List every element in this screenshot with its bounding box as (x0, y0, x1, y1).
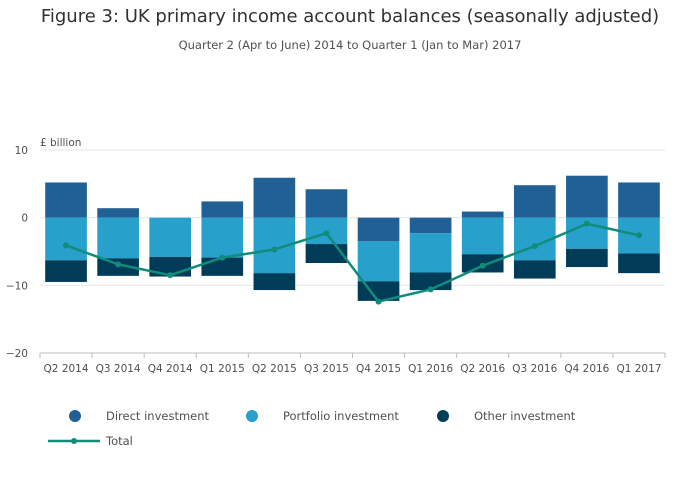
bar-segment (201, 217, 244, 258)
x-tick-label: Q1 2017 (616, 363, 661, 375)
x-tick-label: Q1 2016 (408, 363, 453, 375)
total-line (65, 222, 640, 303)
bar-segment (566, 248, 608, 268)
bar-segment (461, 217, 504, 255)
bar-segment (97, 217, 139, 259)
bar-segment (45, 182, 87, 218)
bar-segment (409, 233, 452, 273)
x-tick-label: Q2 2016 (460, 363, 505, 375)
y-tick-label: 10 (15, 145, 28, 157)
y-tick-label: 0 (21, 213, 28, 225)
x-tick-label: Q4 2016 (564, 363, 609, 375)
bar-segment (253, 177, 296, 218)
legend-line-dot (71, 438, 77, 444)
bar-segment (253, 273, 296, 291)
total-point (323, 230, 330, 237)
legend-marker (437, 410, 449, 422)
bar-segment (566, 175, 608, 218)
legend-label: Other investment (474, 409, 576, 423)
x-tick-label: Q3 2015 (304, 363, 349, 375)
x-tick-label: Q4 2014 (148, 363, 193, 375)
total-point (271, 246, 278, 253)
total-point (63, 242, 70, 249)
bar-segment (409, 217, 452, 234)
total-point (427, 286, 434, 293)
bar-segment (618, 253, 660, 274)
total-point (531, 243, 538, 250)
y-tick-label: −20 (6, 348, 28, 360)
bar-segment (305, 189, 348, 218)
total-point (167, 272, 174, 279)
total-point (479, 262, 486, 269)
x-tick-label: Q3 2016 (512, 363, 557, 375)
legend-label: Portfolio investment (283, 409, 399, 423)
x-tick-label: Q2 2014 (44, 363, 89, 375)
total-point (635, 232, 642, 239)
bar-segment (461, 211, 504, 218)
bar-segment (45, 217, 87, 261)
total-point (375, 298, 382, 305)
bar-segment (357, 241, 400, 282)
x-tick-label: Q1 2015 (200, 363, 245, 375)
bar-segment (97, 208, 139, 218)
bar-segment (513, 185, 556, 218)
bar-segment (201, 201, 244, 218)
bar-segment (357, 217, 400, 242)
bar-segment (618, 182, 660, 218)
total-point (583, 220, 590, 227)
x-tick-label: Q4 2015 (356, 363, 401, 375)
legend-label: Direct investment (106, 409, 210, 423)
y-tick-label: −10 (6, 280, 28, 292)
x-tick-label: Q3 2014 (96, 363, 141, 375)
legend-marker (69, 410, 81, 422)
total-point (115, 261, 122, 268)
chart-subtitle: Quarter 2 (Apr to June) 2014 to Quarter … (178, 38, 522, 52)
total-point (219, 254, 226, 261)
bar-segment (513, 260, 556, 279)
x-tick-label: Q2 2015 (252, 363, 297, 375)
bar-segment (149, 217, 192, 257)
legend-marker (246, 410, 258, 422)
chart-title: Figure 3: UK primary income account bala… (40, 6, 660, 27)
legend-label: Total (105, 434, 133, 448)
y-axis-label: £ billion (40, 137, 81, 149)
bar-segment (45, 260, 87, 282)
